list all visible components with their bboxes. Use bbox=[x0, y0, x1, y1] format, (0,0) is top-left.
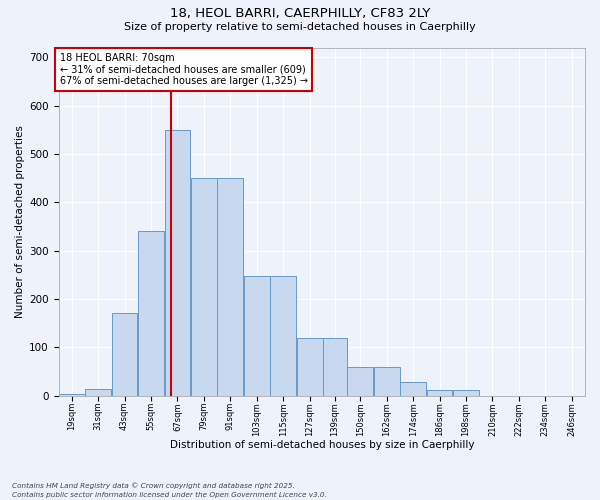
Bar bbox=[297, 338, 323, 396]
Bar bbox=[85, 390, 111, 396]
Text: 18 HEOL BARRI: 70sqm
← 31% of semi-detached houses are smaller (609)
67% of semi: 18 HEOL BARRI: 70sqm ← 31% of semi-detac… bbox=[59, 52, 308, 86]
Bar bbox=[217, 178, 243, 396]
Bar bbox=[112, 314, 137, 396]
Bar bbox=[138, 232, 164, 396]
Bar bbox=[453, 390, 479, 396]
Text: Contains HM Land Registry data © Crown copyright and database right 2025.: Contains HM Land Registry data © Crown c… bbox=[12, 482, 295, 489]
Text: 18, HEOL BARRI, CAERPHILLY, CF83 2LY: 18, HEOL BARRI, CAERPHILLY, CF83 2LY bbox=[170, 8, 430, 20]
Bar bbox=[323, 338, 347, 396]
Bar bbox=[164, 130, 190, 396]
Bar bbox=[427, 390, 452, 396]
X-axis label: Distribution of semi-detached houses by size in Caerphilly: Distribution of semi-detached houses by … bbox=[170, 440, 474, 450]
Bar bbox=[374, 366, 400, 396]
Y-axis label: Number of semi-detached properties: Number of semi-detached properties bbox=[15, 125, 25, 318]
Bar bbox=[191, 178, 217, 396]
Text: Size of property relative to semi-detached houses in Caerphilly: Size of property relative to semi-detach… bbox=[124, 22, 476, 32]
Text: Contains public sector information licensed under the Open Government Licence v3: Contains public sector information licen… bbox=[12, 492, 327, 498]
Bar bbox=[400, 382, 426, 396]
Bar bbox=[59, 394, 85, 396]
Bar bbox=[347, 366, 373, 396]
Bar bbox=[271, 276, 296, 396]
Bar bbox=[244, 276, 269, 396]
